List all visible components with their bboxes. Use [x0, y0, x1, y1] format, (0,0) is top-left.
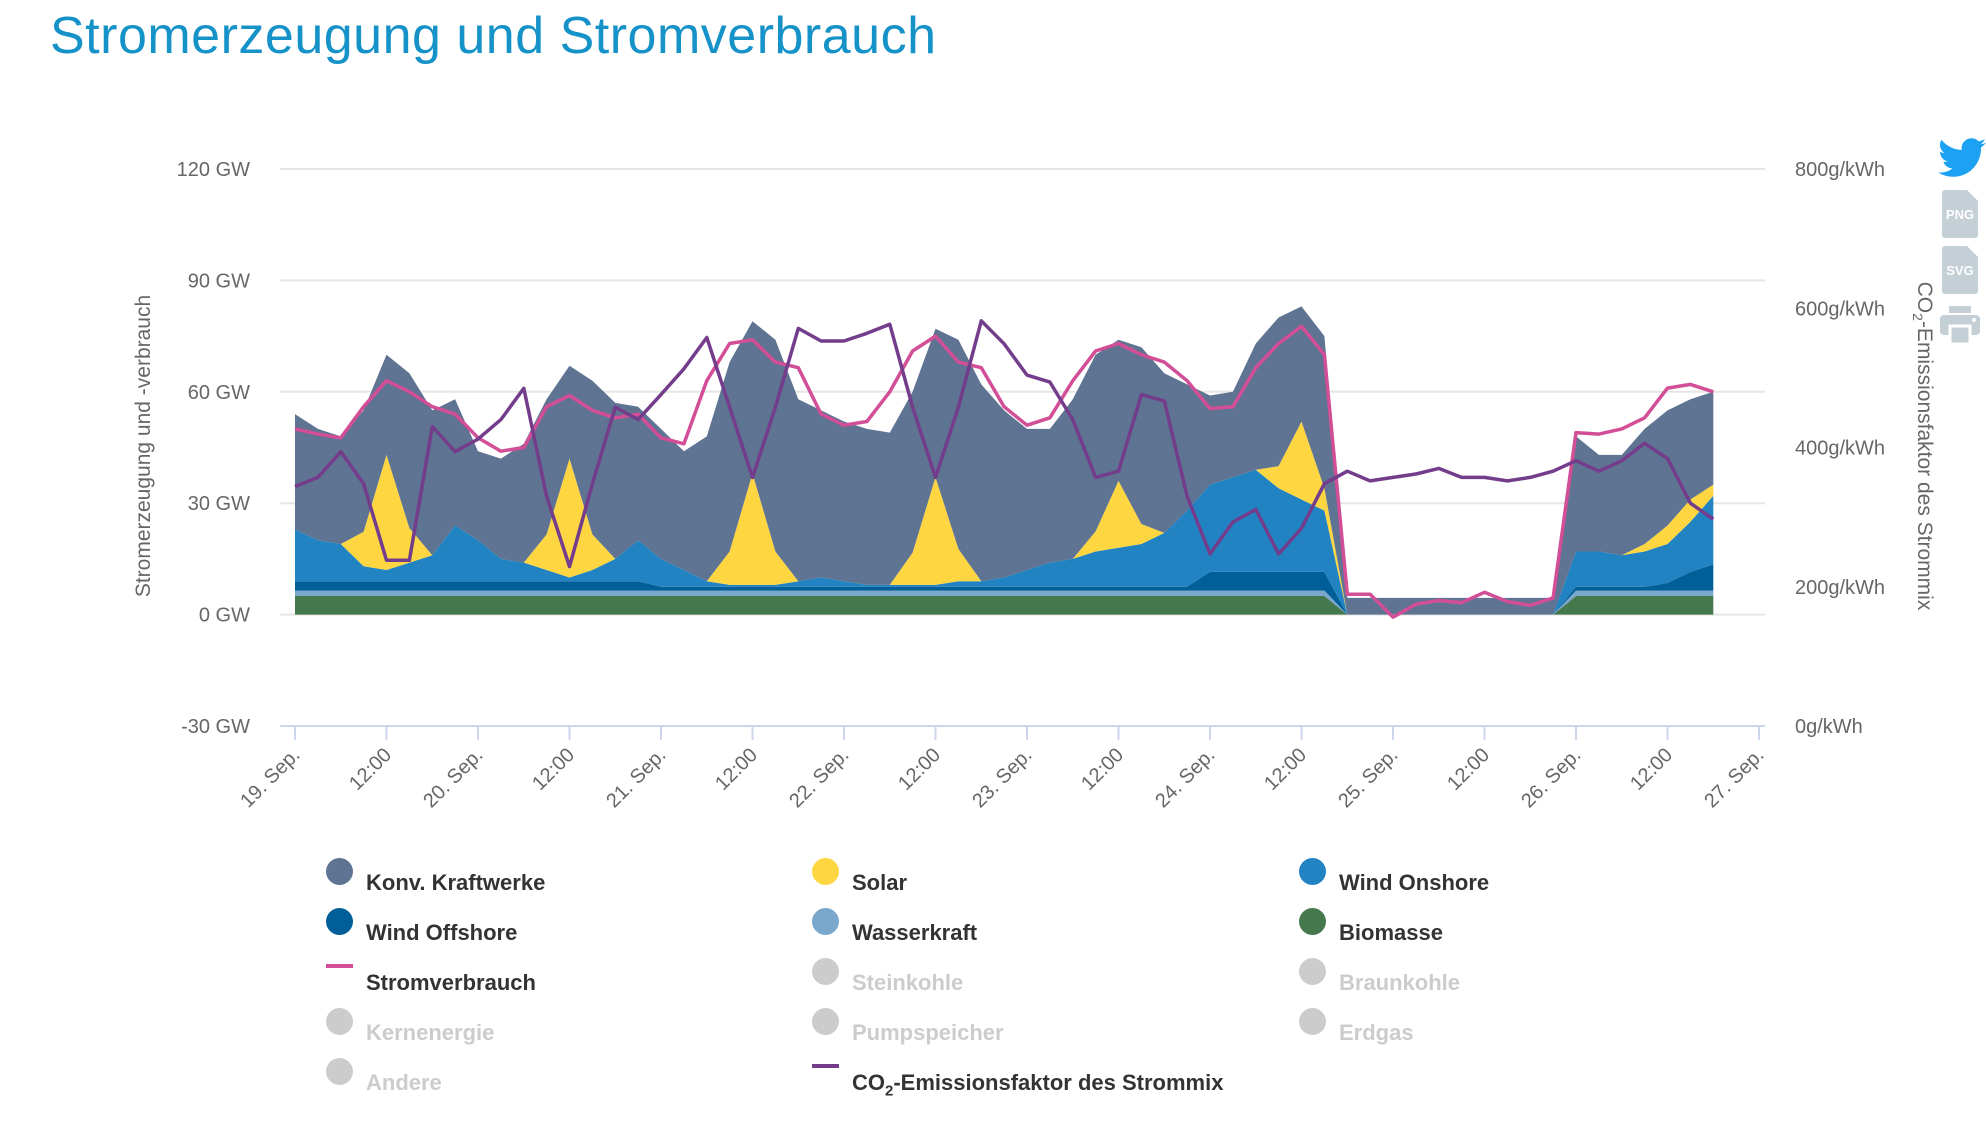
legend-item-stromverbrauch[interactable]: Stromverbrauch: [326, 964, 536, 996]
legend-label: Pumpspeicher: [852, 1020, 1004, 1045]
legend-label: Biomasse: [1339, 920, 1443, 945]
svg-export-button[interactable]: SVG: [1942, 246, 1978, 294]
x-tick-label: 12:00: [1260, 744, 1311, 795]
legend-item-andere[interactable]: Andere: [326, 1058, 442, 1096]
legend-item-konv-kraftwerke[interactable]: Konv. Kraftwerke: [326, 858, 546, 896]
x-tick-label: 26. Sep.: [1517, 744, 1585, 812]
y-right-title-sub: 2: [1910, 313, 1926, 321]
legend-circle-symbol: [812, 858, 839, 885]
y-right-axis-title: CO2-Emissionsfaktor des Strommix: [1910, 282, 1936, 611]
legend-label: Konv. Kraftwerke: [366, 870, 546, 895]
legend-label: Wind Offshore: [366, 920, 518, 945]
area-wind-onshore: [295, 469, 1714, 615]
legend-item-wind-onshore[interactable]: Wind Onshore: [1299, 858, 1490, 896]
page-title: Stromerzeugung und Stromverbrauch: [50, 7, 937, 65]
area-biomasse: [295, 596, 1714, 615]
area-konv-kraftwerke: [295, 306, 1714, 615]
y-tick-label: 120 GW: [177, 159, 250, 181]
y-right-tick-label: 400g/kWh: [1795, 438, 1885, 460]
y-right-title-prefix: CO: [1913, 282, 1936, 314]
legend-item-kernenergie[interactable]: Kernenergie: [326, 1008, 495, 1046]
svg-label: SVG: [1946, 263, 1974, 278]
y-tick-label: 90 GW: [188, 270, 250, 292]
legend-item-steinkohle[interactable]: Steinkohle: [812, 958, 964, 996]
legend-label: Steinkohle: [852, 970, 964, 995]
x-tick-label: 25. Sep.: [1334, 744, 1402, 812]
x-tick-label: 27. Sep.: [1700, 744, 1768, 812]
legend-item-wind-offshore[interactable]: Wind Offshore: [326, 908, 518, 946]
legend-label-prefix: CO: [852, 1070, 885, 1095]
y-tick-label: -30 GW: [181, 716, 250, 738]
x-tick-label: 12:00: [528, 744, 579, 795]
legend-label: Wind Onshore: [1339, 870, 1490, 895]
legend-label: Braunkohle: [1339, 970, 1461, 995]
legend-item-erdgas[interactable]: Erdgas: [1299, 1008, 1414, 1046]
legend-circle-symbol: [812, 1008, 839, 1035]
y-tick-label: 60 GW: [188, 382, 250, 404]
y-right-tick-label: 200g/kWh: [1795, 577, 1885, 599]
print-icon[interactable]: [1940, 306, 1980, 344]
legend-circle-symbol: [1299, 1008, 1326, 1035]
y-tick-label: 0 GW: [199, 605, 250, 627]
x-tick-label: 12:00: [1443, 744, 1494, 795]
legend-label: Stromverbrauch: [366, 970, 536, 995]
legend-circle-symbol: [1299, 858, 1326, 885]
png-export-button[interactable]: PNG: [1942, 190, 1978, 238]
x-tick-label: 12:00: [711, 744, 762, 795]
svg-file-icon: [1942, 246, 1978, 294]
x-tick-label: 24. Sep.: [1151, 744, 1219, 812]
legend-item-biomasse[interactable]: Biomasse: [1299, 908, 1443, 946]
twitter-icon[interactable]: [1938, 138, 1986, 178]
legend-circle-symbol: [812, 908, 839, 935]
legend-label: Erdgas: [1339, 1020, 1414, 1045]
x-tick-label: 12:00: [1626, 744, 1677, 795]
legend-label: Solar: [852, 870, 908, 895]
legend-item-pumpspeicher[interactable]: Pumpspeicher: [812, 1008, 1004, 1046]
legend-circle-symbol: [1299, 908, 1326, 935]
x-tick-label: 19. Sep.: [236, 744, 304, 812]
x-tick-label: 12:00: [1077, 744, 1128, 795]
x-tick-label: 12:00: [345, 744, 396, 795]
legend-circle-symbol: [326, 1058, 353, 1085]
legend-label-sub: 2: [885, 1082, 894, 1100]
legend-circle-symbol: [326, 1008, 353, 1035]
legend-label: CO2-Emissionsfaktor des Strommix: [852, 1070, 1223, 1099]
x-tick-label: 21. Sep.: [602, 744, 670, 812]
legend-label: Wasserkraft: [852, 920, 978, 945]
legend-circle-symbol: [326, 908, 353, 935]
legend-label: Kernenergie: [366, 1020, 495, 1045]
line-co2-emissionsfaktor: [294, 319, 1715, 569]
area-solar: [295, 421, 1714, 615]
legend-item-co2-emissionsfaktor[interactable]: CO2-Emissionsfaktor des Strommix: [812, 1064, 1223, 1099]
legend-line-symbol: [326, 964, 353, 968]
x-tick-label: 22. Sep.: [785, 744, 853, 812]
y-axis-title: Stromerzeugung und -verbrauch: [132, 295, 155, 597]
y-tick-label: 30 GW: [188, 493, 250, 515]
legend-circle-symbol: [812, 958, 839, 985]
legend-item-wasserkraft[interactable]: Wasserkraft: [812, 908, 978, 946]
legend-item-braunkohle[interactable]: Braunkohle: [1299, 958, 1461, 996]
x-tick-label: 12:00: [894, 744, 945, 795]
line-stromverbrauch: [294, 324, 1714, 619]
legend-label: Andere: [366, 1070, 442, 1095]
png-file-icon: [1942, 190, 1978, 238]
y-right-tick-label: 0g/kWh: [1795, 716, 1863, 738]
y-right-tick-label: 600g/kWh: [1795, 298, 1885, 320]
legend-line-symbol: [812, 1064, 839, 1068]
legend-item-solar[interactable]: Solar: [812, 858, 908, 896]
png-label: PNG: [1945, 207, 1975, 222]
legend-label-suffix: -Emissionsfaktor des Strommix: [893, 1070, 1224, 1095]
y-right-title-suffix: -Emissionsfaktor des Strommix: [1913, 321, 1936, 611]
legend-circle-symbol: [326, 858, 353, 885]
legend-circle-symbol: [1299, 958, 1326, 985]
x-tick-label: 20. Sep.: [419, 744, 487, 812]
x-tick-label: 23. Sep.: [968, 744, 1036, 812]
area-wasserkraft: [295, 590, 1714, 615]
area-wind-offshore: [295, 564, 1714, 615]
y-right-tick-label: 800g/kWh: [1795, 159, 1885, 181]
